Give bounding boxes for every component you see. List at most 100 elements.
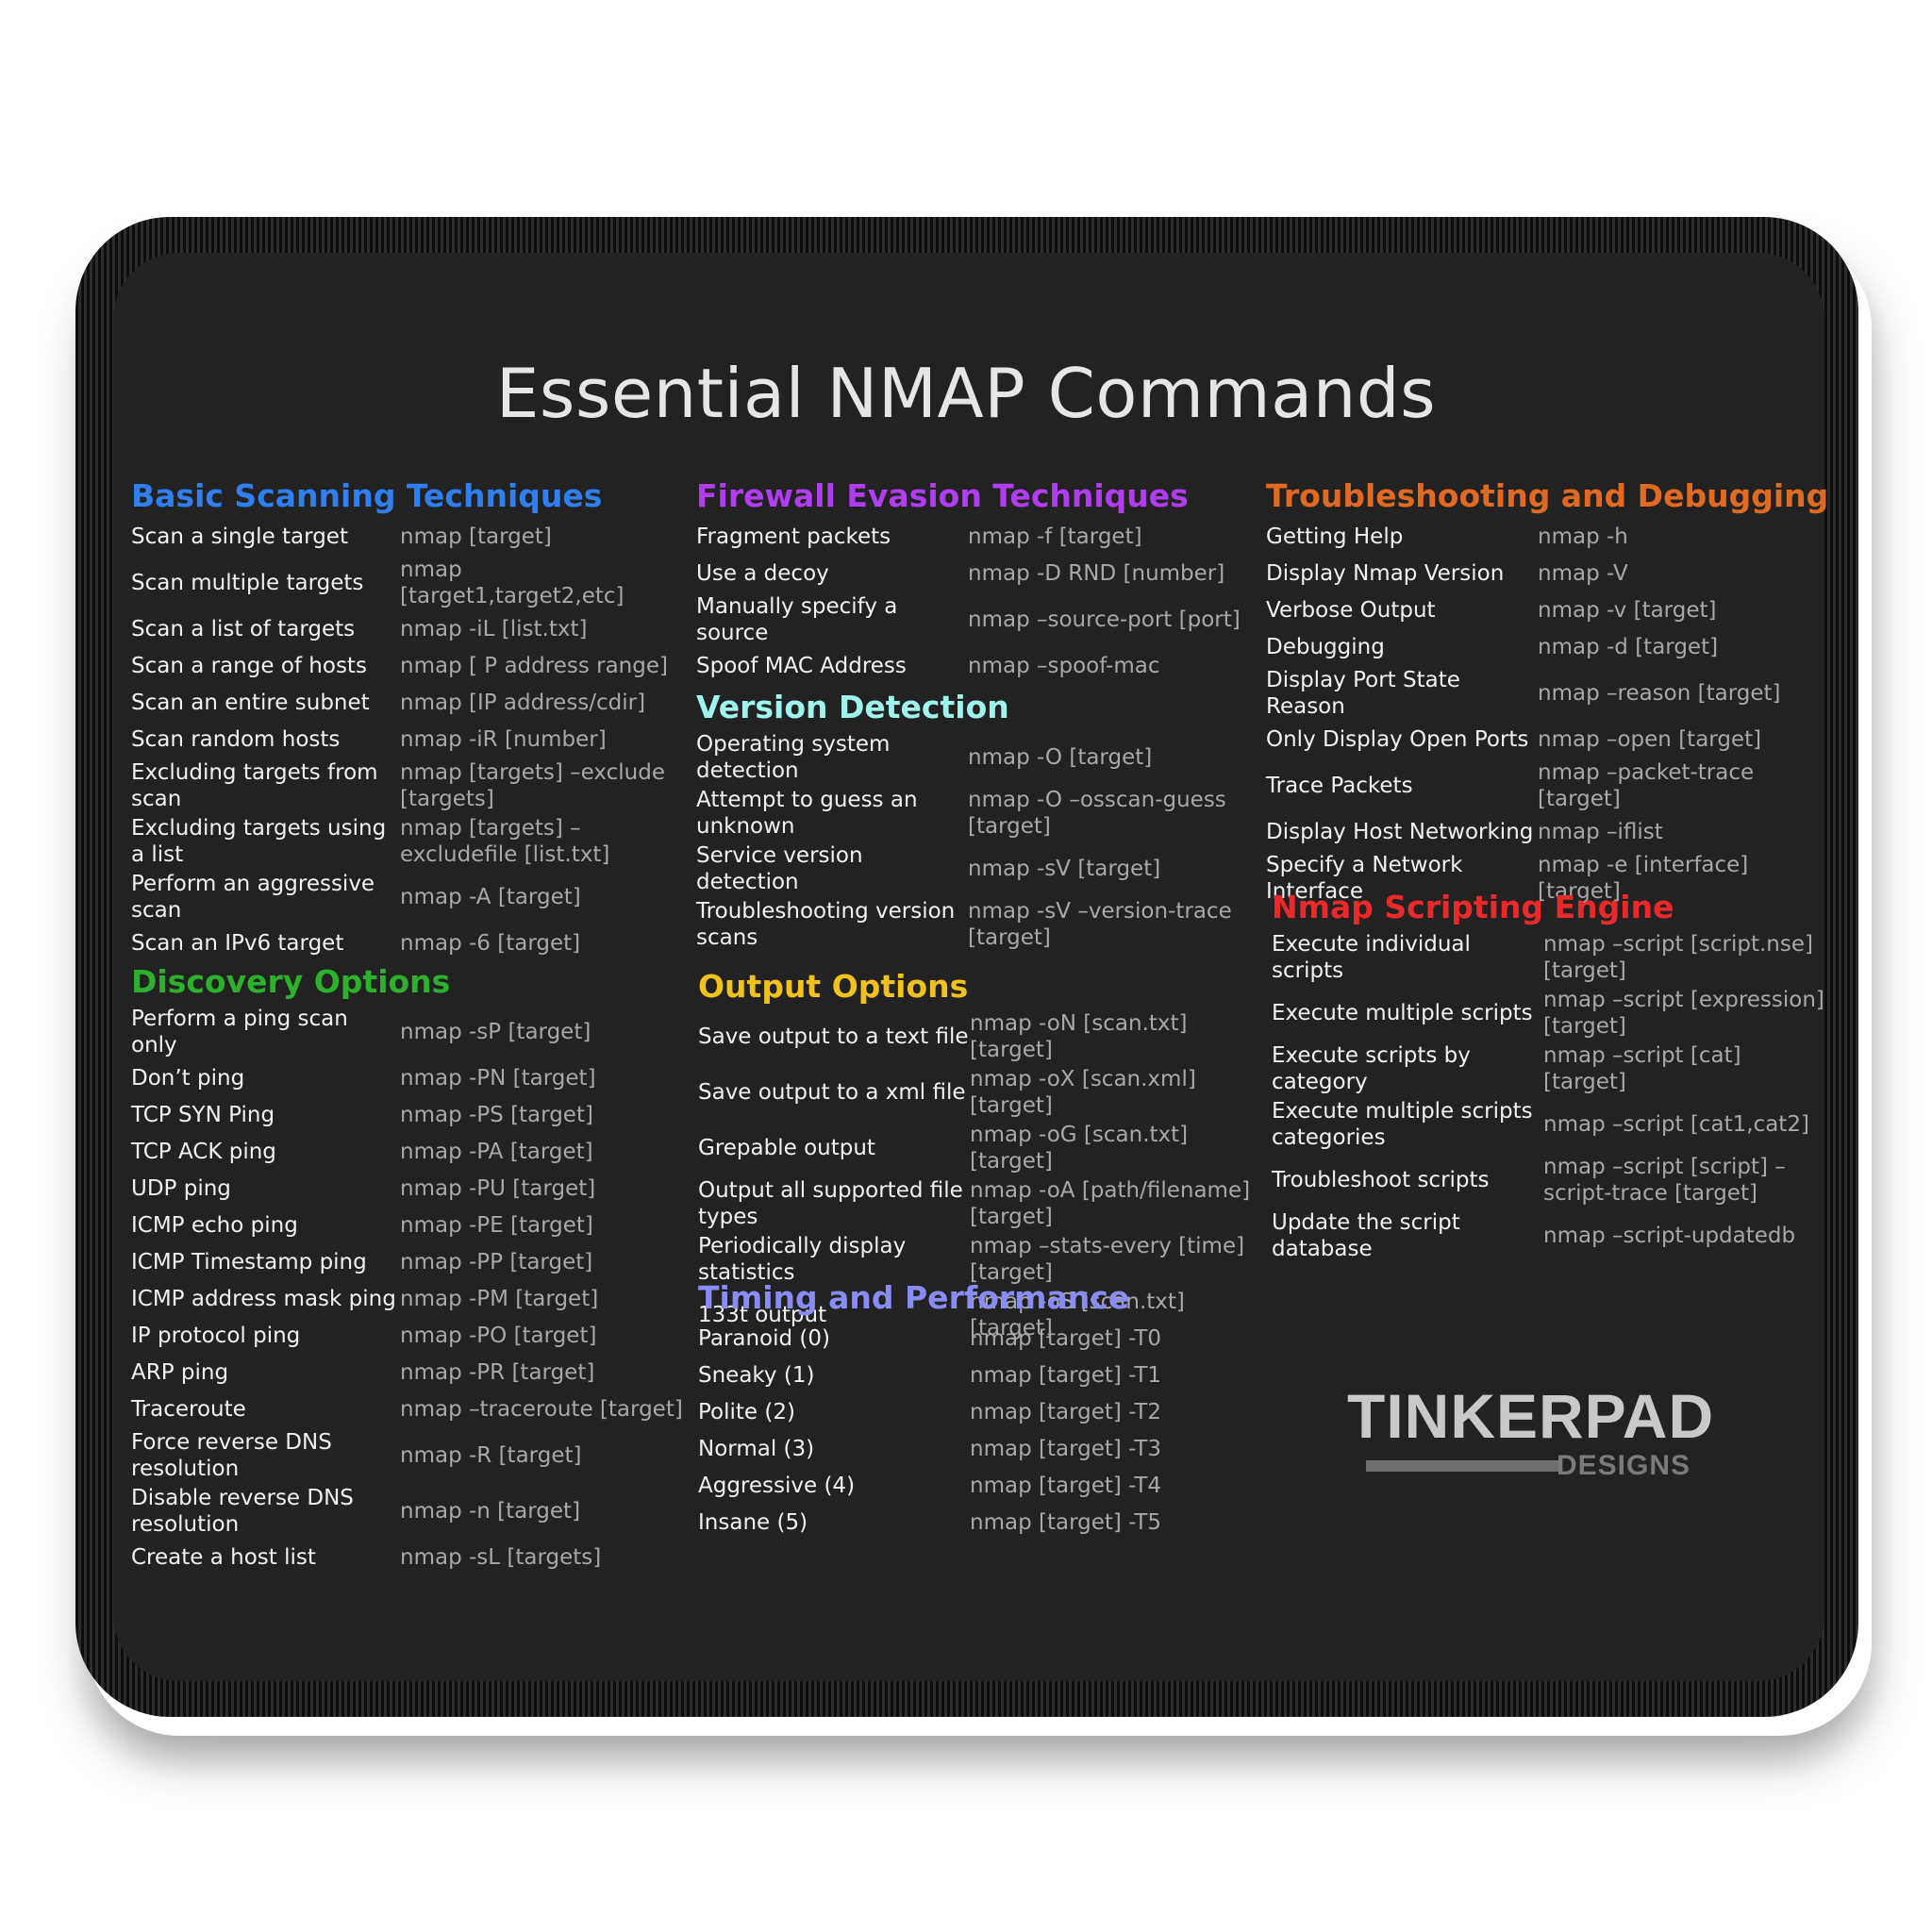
page-title: Essential NMAP Commands xyxy=(495,354,1437,433)
command-description: UDP ping xyxy=(131,1176,231,1201)
command-row: Troubleshoot scripts nmap –script [script… xyxy=(1272,1154,1826,1207)
command-row: Grepable output nmap -oG [scan.txt] [targ… xyxy=(698,1122,1253,1174)
command-row: Force reverse DNS resolution nmap -R [tar… xyxy=(131,1429,683,1482)
command-syntax: nmap -sV –version-trace [target] xyxy=(968,899,1232,950)
command-syntax: nmap -sL [targets] xyxy=(400,1545,602,1570)
command-syntax: nmap –stats-every [time] [target] xyxy=(970,1234,1245,1285)
command-description: Operating system detection xyxy=(696,732,891,783)
command-row: Display Nmap Version nmap -V xyxy=(1266,557,1828,591)
command-description: Save output to a text file xyxy=(698,1024,969,1049)
command-syntax: nmap [target] -T5 xyxy=(970,1510,1162,1535)
command-description: Normal (3) xyxy=(698,1437,815,1461)
command-syntax: nmap -6 [target] xyxy=(400,931,581,956)
command-description: Save output to a xml file xyxy=(698,1080,966,1105)
command-syntax: nmap -R [target] xyxy=(400,1443,582,1468)
command-syntax: nmap [target] xyxy=(400,525,552,549)
command-row: Manually specify a source nmap –source-po… xyxy=(696,593,1251,646)
logo-sub: DESIGNS xyxy=(1557,1450,1691,1481)
section-basic-scanning: Basic Scanning Techniques Scan a single t… xyxy=(131,477,683,963)
section-discovery-options: Discovery Options Perform a ping scan onl… xyxy=(131,963,683,1577)
section-heading: Timing and Performance xyxy=(698,1279,1130,1316)
command-description: Perform an aggressive scan xyxy=(131,872,375,923)
command-row: Save output to a xml file nmap -oX [scan.… xyxy=(698,1066,1253,1119)
command-syntax: nmap -iR [number] xyxy=(400,727,607,752)
command-syntax: nmap [target] -T4 xyxy=(970,1474,1162,1498)
command-row: Don’t ping nmap -PN [target] xyxy=(131,1061,683,1095)
section-version-detection: Version Detection Operating system detect… xyxy=(696,689,1251,954)
command-row: Display Host Networking nmap –iflist xyxy=(1266,815,1828,849)
command-row: Use a decoy nmap -D RND [number] xyxy=(696,557,1251,591)
command-row: Display Port State Reason nmap –reason [t… xyxy=(1266,667,1828,720)
command-row: Verbose Output nmap -v [target] xyxy=(1266,593,1828,627)
command-syntax: nmap [target1,target2,etc] xyxy=(400,558,625,608)
command-description: Execute multiple scripts xyxy=(1272,1001,1533,1025)
command-description: Polite (2) xyxy=(698,1400,795,1424)
command-description: Scan an entire subnet xyxy=(131,691,370,715)
command-row: Scan a list of targets nmap -iL [list.txt… xyxy=(131,612,683,646)
section-output-options: Output Options Save output to a text file… xyxy=(698,968,1253,1344)
command-syntax: nmap –traceroute [target] xyxy=(400,1397,683,1422)
command-description: IP protocol ping xyxy=(131,1324,301,1348)
command-row: Aggressive (4) nmap [target] -T4 xyxy=(698,1469,1253,1503)
command-syntax: nmap –script [cat1,cat2] xyxy=(1543,1112,1809,1137)
command-description: 133t output xyxy=(698,1303,827,1327)
command-syntax: nmap –script-updatedb xyxy=(1543,1224,1796,1248)
command-row: Only Display Open Ports nmap –open [targe… xyxy=(1266,723,1828,757)
command-row: 133t output nmap -oS [scan.txt] [target] xyxy=(698,1289,1253,1341)
command-description: Debugging xyxy=(1266,635,1385,659)
command-description: Attempt to guess an unknown xyxy=(696,788,918,839)
command-row: Operating system detection nmap -O [targe… xyxy=(696,731,1251,784)
command-row: Service version detection nmap -sV [targe… xyxy=(696,842,1251,895)
command-description: Excluding targets using a list xyxy=(131,816,387,867)
command-description: Paranoid (0) xyxy=(698,1326,831,1351)
command-row: Specify a Network Interface nmap -e [inte… xyxy=(1266,852,1828,905)
command-row: Create a host list nmap -sL [targets] xyxy=(131,1541,683,1574)
command-description: Use a decoy xyxy=(696,561,829,586)
logo-name: TINKERPAD xyxy=(1347,1381,1715,1451)
command-description: TCP ACK ping xyxy=(131,1140,276,1164)
command-syntax: nmap –spoof-mac xyxy=(968,654,1160,678)
command-row: Getting Help nmap -h xyxy=(1266,520,1828,554)
command-description: ICMP address mask ping xyxy=(131,1287,396,1311)
command-row: Paranoid (0) nmap [target] -T0 xyxy=(698,1322,1253,1356)
command-row: Execute multiple scripts nmap –script [ex… xyxy=(1272,987,1826,1040)
command-description: Display Port State Reason xyxy=(1266,668,1460,719)
command-syntax: nmap -h xyxy=(1538,525,1628,549)
command-description: Getting Help xyxy=(1266,525,1404,549)
command-syntax: nmap –script [expression] [target] xyxy=(1543,988,1824,1039)
command-syntax: nmap -n [target] xyxy=(400,1499,581,1524)
command-syntax: nmap –script [script.nse] [target] xyxy=(1543,932,1813,983)
command-description: Grepable output xyxy=(698,1136,875,1160)
command-description: Output all supported file types xyxy=(698,1178,963,1229)
command-syntax: nmap -f [target] xyxy=(968,525,1142,549)
command-syntax: nmap -PA [target] xyxy=(400,1140,593,1164)
section-firewall-evasion: Firewall Evasion Techniques Fragment pack… xyxy=(696,477,1251,686)
command-row: Excluding targets using a list nmap [targ… xyxy=(131,815,683,868)
command-syntax: nmap –reason [target] xyxy=(1538,681,1781,706)
command-syntax: nmap -PU [target] xyxy=(400,1176,596,1201)
command-syntax: nmap [target] -T0 xyxy=(970,1326,1162,1351)
command-syntax: nmap -O –osscan-guess [target] xyxy=(968,788,1226,839)
command-description: Disable reverse DNS resolution xyxy=(131,1486,354,1537)
command-row: Polite (2) nmap [target] -T2 xyxy=(698,1395,1253,1429)
command-description: Create a host list xyxy=(131,1545,316,1570)
command-row: Update the script database nmap –script-u… xyxy=(1272,1209,1826,1262)
command-description: ARP ping xyxy=(131,1360,229,1385)
command-syntax: nmap -PN [target] xyxy=(400,1066,596,1091)
command-row: Perform a ping scan only nmap -sP [target… xyxy=(131,1006,683,1058)
command-row: Debugging nmap -d [target] xyxy=(1266,630,1828,664)
command-syntax: nmap -oX [scan.xml] [target] xyxy=(970,1067,1196,1118)
command-syntax: nmap -A [target] xyxy=(400,885,581,909)
command-description: Fragment packets xyxy=(696,525,891,549)
section-heading: Discovery Options xyxy=(131,963,451,1000)
command-description: Scan an IPv6 target xyxy=(131,931,344,956)
command-syntax: nmap [ P address range] xyxy=(400,654,668,678)
command-description: Verbose Output xyxy=(1266,598,1436,623)
command-description: ICMP Timestamp ping xyxy=(131,1250,367,1274)
command-description: Excluding targets from scan xyxy=(131,760,378,811)
command-row: IP protocol ping nmap -PO [target] xyxy=(131,1319,683,1353)
command-row: TCP ACK ping nmap -PA [target] xyxy=(131,1135,683,1169)
command-row: ICMP echo ping nmap -PE [target] xyxy=(131,1208,683,1242)
command-description: Troubleshoot scripts xyxy=(1272,1168,1490,1192)
command-description: Execute multiple scripts categories xyxy=(1272,1099,1533,1150)
